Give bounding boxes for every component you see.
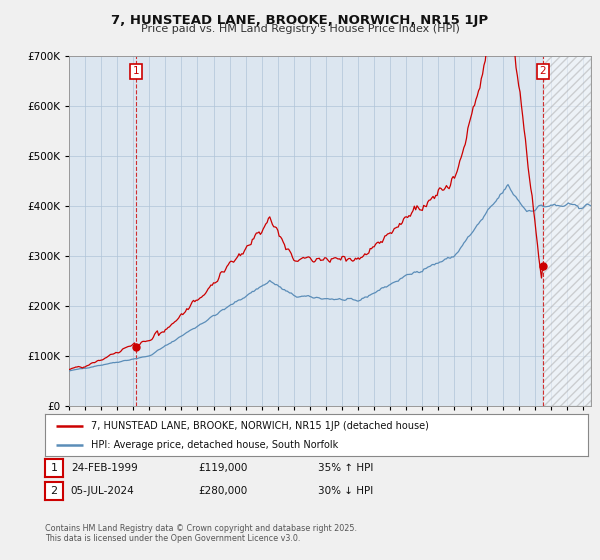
Text: 2: 2 bbox=[539, 67, 546, 77]
Bar bbox=[543, 56, 591, 406]
Text: 30% ↓ HPI: 30% ↓ HPI bbox=[318, 486, 373, 496]
Text: 1: 1 bbox=[50, 463, 58, 473]
Text: 24-FEB-1999: 24-FEB-1999 bbox=[71, 463, 137, 473]
Text: 7, HUNSTEAD LANE, BROOKE, NORWICH, NR15 1JP (detached house): 7, HUNSTEAD LANE, BROOKE, NORWICH, NR15 … bbox=[91, 421, 429, 431]
Text: Price paid vs. HM Land Registry's House Price Index (HPI): Price paid vs. HM Land Registry's House … bbox=[140, 24, 460, 34]
Text: 05-JUL-2024: 05-JUL-2024 bbox=[71, 486, 134, 496]
Text: £119,000: £119,000 bbox=[198, 463, 247, 473]
Text: £280,000: £280,000 bbox=[198, 486, 247, 496]
Text: 2: 2 bbox=[50, 486, 58, 496]
Text: 7, HUNSTEAD LANE, BROOKE, NORWICH, NR15 1JP: 7, HUNSTEAD LANE, BROOKE, NORWICH, NR15 … bbox=[112, 14, 488, 27]
Text: HPI: Average price, detached house, South Norfolk: HPI: Average price, detached house, Sout… bbox=[91, 440, 338, 450]
Text: 35% ↑ HPI: 35% ↑ HPI bbox=[318, 463, 373, 473]
Text: 1: 1 bbox=[133, 67, 139, 77]
Text: Contains HM Land Registry data © Crown copyright and database right 2025.
This d: Contains HM Land Registry data © Crown c… bbox=[45, 524, 357, 543]
